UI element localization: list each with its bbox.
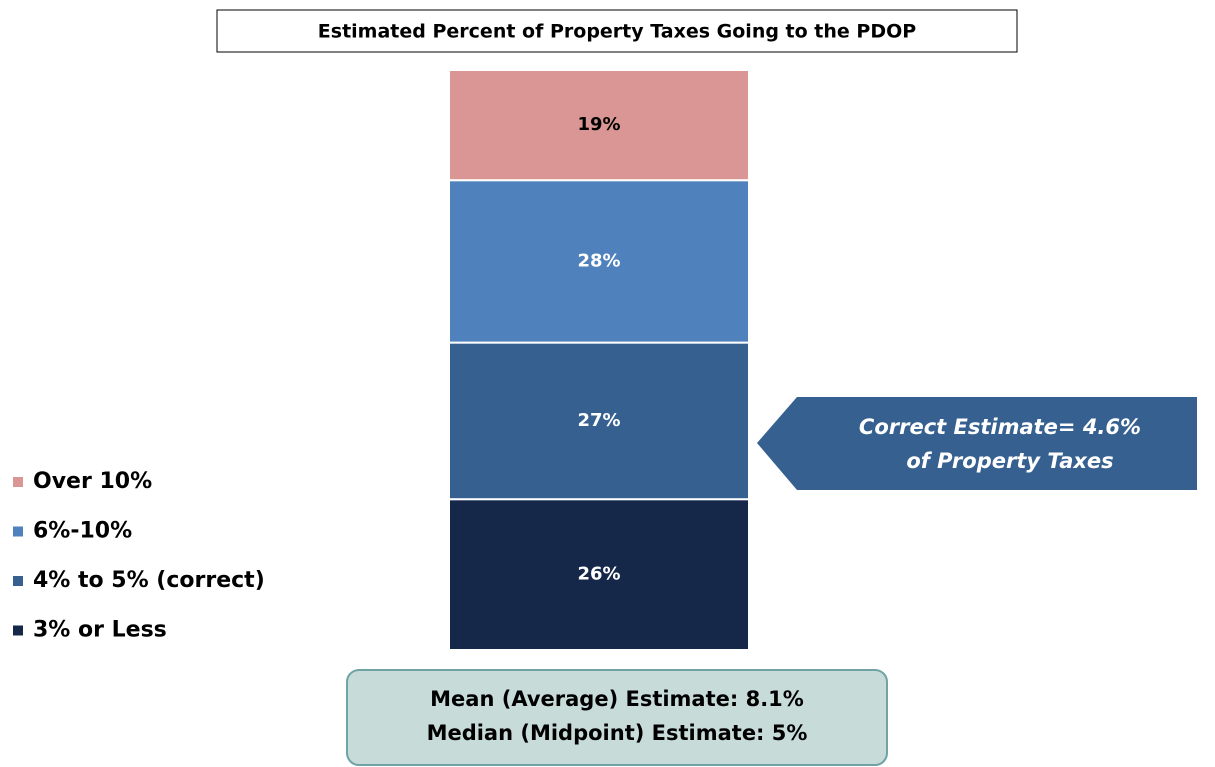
callout-line: Correct Estimate= 4.6% <box>859 415 1141 439</box>
value-label: 28% <box>577 250 620 271</box>
legend-swatch <box>13 526 23 537</box>
legend-label: 4% to 5% (correct) <box>33 568 265 593</box>
title-box <box>216 9 1018 53</box>
summary-line: Mean (Average) Estimate: 8.1% <box>430 687 804 711</box>
bar-segment <box>448 179 750 344</box>
bar-segment <box>448 498 750 652</box>
callout-line: of Property Taxes <box>906 449 1113 473</box>
value-label: 26% <box>577 564 620 585</box>
value-label: 27% <box>577 410 620 431</box>
chart-title: Estimated Percent of Property Taxes Goin… <box>318 21 916 43</box>
callout-arrow <box>757 397 1197 490</box>
legend-label: 3% or Less <box>33 618 167 643</box>
legend-label: Over 10% <box>33 469 152 494</box>
legend-swatch <box>13 625 23 636</box>
bar-segment <box>448 69 750 182</box>
legend-label: 6%-10% <box>33 519 132 544</box>
summary-box <box>346 669 888 766</box>
legend-swatch <box>13 576 23 586</box>
legend-swatch <box>13 477 23 487</box>
summary-line: Median (Midpoint) Estimate: 5% <box>427 721 808 745</box>
value-label: 19% <box>577 114 620 135</box>
